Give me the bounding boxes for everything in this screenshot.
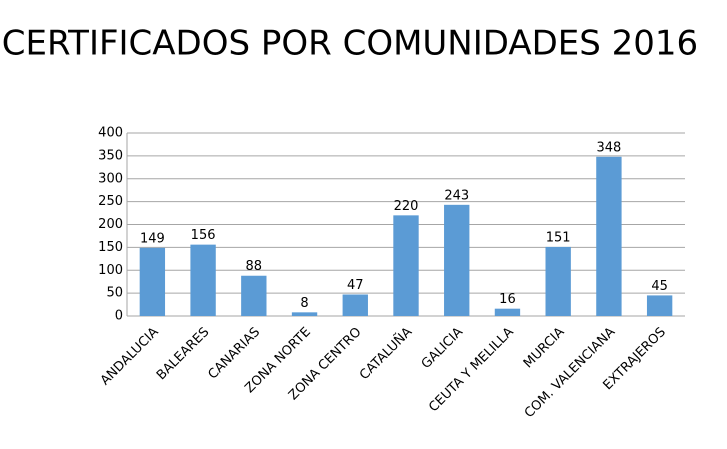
y-tick-label: 200 bbox=[98, 217, 123, 232]
y-tick-label: 150 bbox=[98, 240, 123, 255]
data-label: 348 bbox=[596, 140, 621, 155]
data-label: 151 bbox=[546, 230, 571, 245]
data-label: 149 bbox=[140, 231, 165, 246]
chart-title: CERTIFICADOS POR COMUNIDADES 2016 bbox=[2, 24, 698, 64]
data-label: 16 bbox=[499, 292, 516, 307]
y-tick-label: 100 bbox=[98, 263, 123, 278]
bar bbox=[444, 204, 470, 316]
bar bbox=[646, 295, 673, 316]
y-tick-label: 0 bbox=[115, 309, 123, 324]
bar bbox=[596, 156, 622, 316]
y-tick-label: 350 bbox=[98, 148, 123, 163]
data-label: 88 bbox=[246, 259, 263, 274]
data-label: 243 bbox=[444, 188, 469, 203]
data-label: 156 bbox=[191, 228, 216, 243]
y-tick-label: 50 bbox=[106, 286, 123, 301]
data-label: 47 bbox=[347, 278, 364, 293]
y-tick-label: 300 bbox=[98, 171, 123, 186]
bar bbox=[139, 247, 166, 316]
bar bbox=[241, 275, 267, 316]
data-label: 45 bbox=[651, 279, 668, 294]
y-tick-label: 250 bbox=[98, 194, 123, 209]
data-label: 8 bbox=[300, 296, 308, 311]
y-tick-label: 400 bbox=[98, 126, 123, 141]
bar bbox=[494, 308, 521, 316]
bar bbox=[291, 312, 318, 316]
bar bbox=[190, 244, 216, 316]
bar bbox=[342, 294, 368, 316]
bar bbox=[393, 215, 419, 316]
data-label: 220 bbox=[394, 199, 419, 214]
bar bbox=[545, 246, 571, 316]
